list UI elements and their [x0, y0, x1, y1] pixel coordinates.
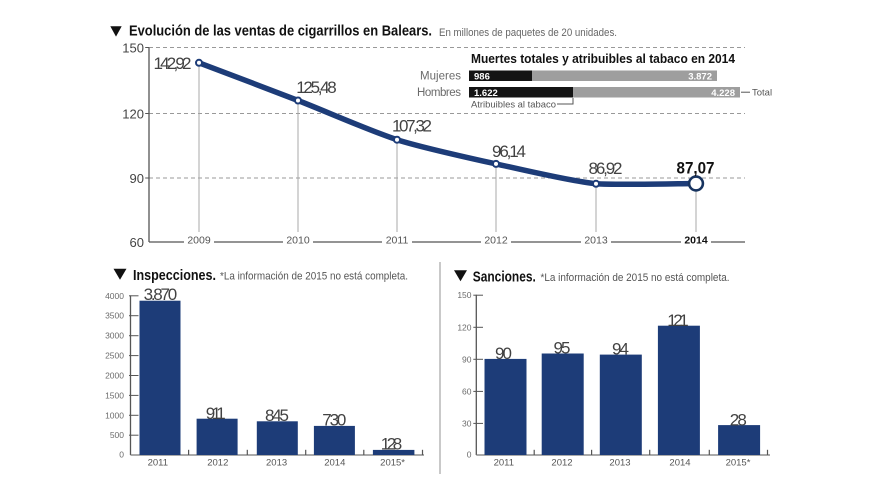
- svg-text:1000: 1000: [105, 410, 124, 420]
- svg-text:96,14: 96,14: [492, 142, 526, 161]
- svg-text:4000: 4000: [105, 291, 124, 301]
- svg-text:0: 0: [119, 450, 124, 460]
- svg-text:2000: 2000: [105, 371, 124, 381]
- svg-text:128: 128: [381, 434, 403, 453]
- svg-text:2012: 2012: [207, 458, 228, 469]
- svg-text:*La información de 2015 no est: *La información de 2015 no está completa…: [541, 272, 730, 284]
- svg-text:2500: 2500: [105, 351, 124, 361]
- svg-text:120: 120: [457, 322, 471, 332]
- svg-text:87,07: 87,07: [677, 159, 715, 178]
- svg-text:60: 60: [130, 235, 144, 250]
- svg-text:3000: 3000: [105, 331, 124, 341]
- svg-text:En millones de paquetes de 20: En millones de paquetes de 20 unidades.: [439, 27, 617, 39]
- svg-text:845: 845: [265, 406, 289, 425]
- svg-text:3.872: 3.872: [688, 72, 712, 83]
- svg-text:2012: 2012: [551, 458, 572, 469]
- svg-text:730: 730: [322, 411, 346, 430]
- svg-text:1.622: 1.622: [474, 88, 498, 99]
- svg-text:121: 121: [667, 311, 689, 330]
- svg-text:94: 94: [612, 340, 629, 359]
- svg-text:90: 90: [495, 344, 512, 363]
- svg-text:0: 0: [467, 450, 472, 460]
- svg-text:150: 150: [122, 41, 144, 56]
- svg-text:2011: 2011: [386, 235, 409, 247]
- svg-text:150: 150: [457, 290, 471, 300]
- svg-text:2015*: 2015*: [380, 458, 405, 469]
- svg-text:120: 120: [122, 107, 144, 122]
- svg-text:2014: 2014: [669, 458, 690, 469]
- svg-text:86,92: 86,92: [589, 159, 623, 178]
- svg-text:1500: 1500: [105, 390, 124, 400]
- svg-text:Sanciones.: Sanciones.: [473, 269, 536, 286]
- svg-text:2013: 2013: [266, 458, 287, 469]
- svg-text:Atribuibles al tabaco: Atribuibles al tabaco: [471, 100, 556, 111]
- svg-text:Mujeres: Mujeres: [420, 71, 461, 83]
- svg-text:2013: 2013: [584, 235, 608, 247]
- svg-text:2010: 2010: [286, 235, 310, 247]
- svg-text:2014: 2014: [684, 235, 708, 247]
- svg-text:*La información de 2015 no est: *La información de 2015 no está completa…: [220, 271, 408, 283]
- svg-text:2014: 2014: [324, 458, 345, 469]
- svg-text:60: 60: [462, 386, 472, 396]
- svg-text:30: 30: [462, 418, 472, 428]
- svg-text:Evolución de las ventas de cig: Evolución de las ventas de cigarrillos e…: [129, 23, 432, 40]
- svg-text:90: 90: [462, 354, 472, 364]
- svg-text:2012: 2012: [484, 235, 508, 247]
- svg-text:Muertes totales y atribuibles: Muertes totales y atribuibles al tabaco …: [471, 52, 735, 66]
- svg-text:Inspecciones.: Inspecciones.: [133, 267, 216, 284]
- svg-text:2009: 2009: [187, 235, 211, 247]
- svg-text:986: 986: [474, 72, 490, 83]
- svg-text:107,32: 107,32: [392, 117, 432, 136]
- svg-text:4.228: 4.228: [711, 88, 735, 99]
- svg-text:3500: 3500: [105, 311, 124, 321]
- svg-text:2011: 2011: [494, 458, 514, 469]
- svg-text:2013: 2013: [609, 458, 630, 469]
- svg-text:Total: Total: [752, 88, 772, 99]
- svg-text:500: 500: [110, 430, 124, 440]
- svg-text:Hombres: Hombres: [417, 87, 461, 99]
- svg-text:95: 95: [554, 339, 571, 358]
- svg-text:2015*: 2015*: [726, 458, 751, 469]
- svg-text:125,48: 125,48: [296, 78, 336, 97]
- svg-text:911: 911: [206, 404, 226, 423]
- svg-text:28: 28: [730, 410, 747, 429]
- svg-text:3.870: 3.870: [144, 285, 178, 304]
- svg-text:90: 90: [130, 171, 144, 186]
- svg-text:142,92: 142,92: [154, 54, 192, 73]
- svg-text:2011: 2011: [148, 458, 168, 469]
